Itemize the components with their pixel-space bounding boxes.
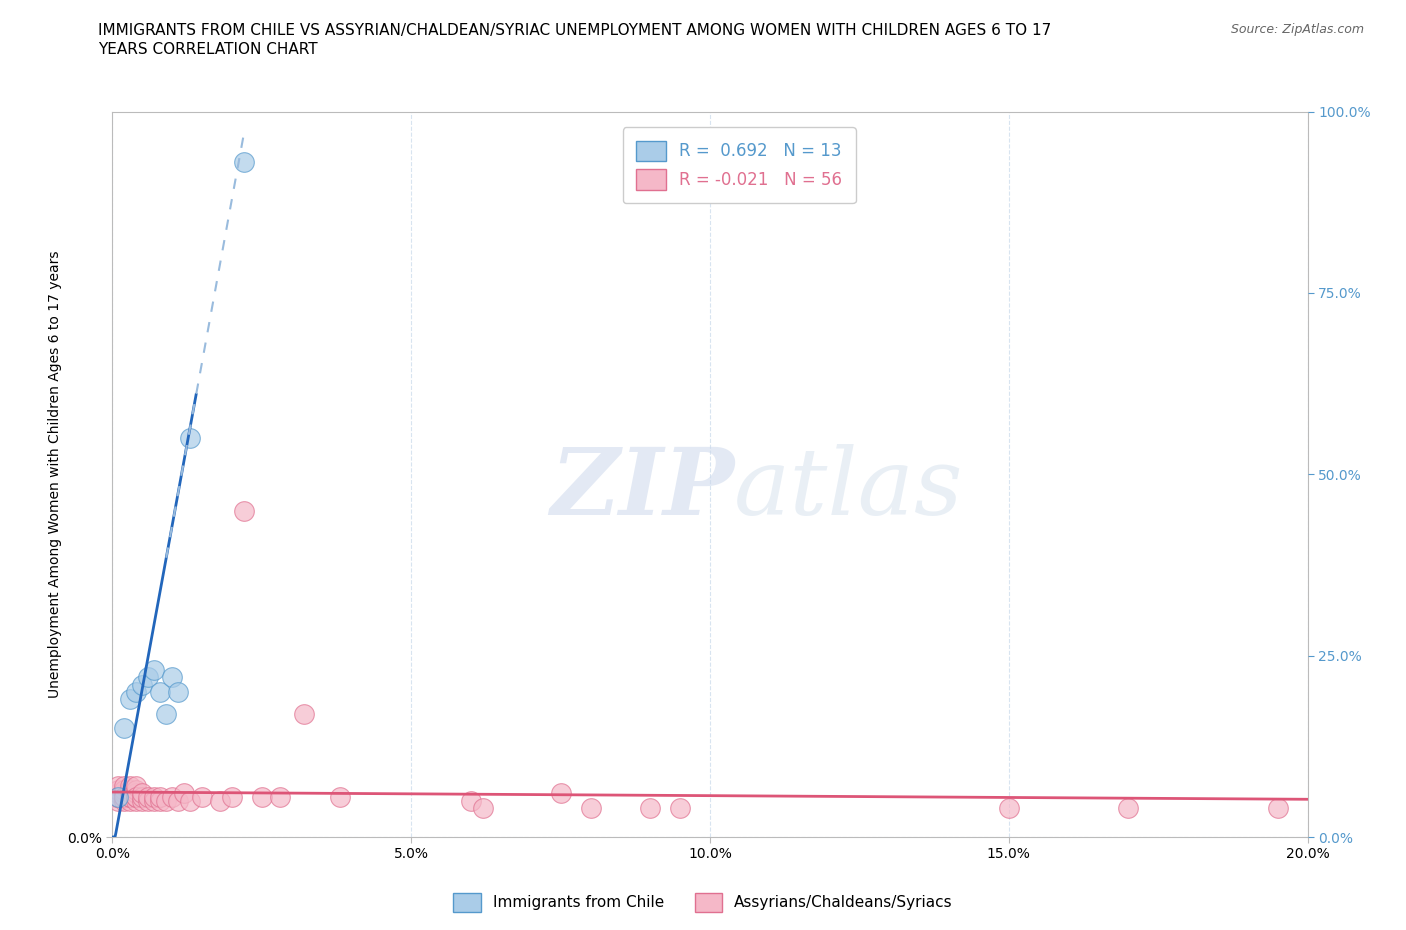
Text: IMMIGRANTS FROM CHILE VS ASSYRIAN/CHALDEAN/SYRIAC UNEMPLOYMENT AMONG WOMEN WITH : IMMIGRANTS FROM CHILE VS ASSYRIAN/CHALDE… bbox=[98, 23, 1052, 38]
Point bbox=[209, 793, 232, 808]
Legend: R =  0.692   N = 13, R = -0.021   N = 56: R = 0.692 N = 13, R = -0.021 N = 56 bbox=[623, 127, 856, 203]
Point bbox=[472, 801, 495, 816]
Point bbox=[114, 782, 135, 797]
Point bbox=[173, 786, 195, 801]
Point bbox=[1118, 801, 1140, 816]
Point bbox=[143, 790, 166, 804]
Point bbox=[120, 778, 142, 793]
Point bbox=[120, 786, 142, 801]
Point bbox=[107, 793, 129, 808]
Text: YEARS CORRELATION CHART: YEARS CORRELATION CHART bbox=[98, 42, 318, 57]
Point bbox=[143, 663, 166, 678]
Point bbox=[138, 790, 160, 804]
Point bbox=[155, 793, 177, 808]
Point bbox=[138, 793, 160, 808]
Point bbox=[162, 670, 183, 684]
Point bbox=[131, 793, 153, 808]
Point bbox=[640, 801, 662, 816]
Point bbox=[138, 670, 160, 684]
Point bbox=[114, 790, 135, 804]
Point bbox=[155, 706, 177, 721]
Point bbox=[125, 786, 148, 801]
Point bbox=[125, 790, 148, 804]
Point bbox=[292, 706, 315, 721]
Point bbox=[179, 793, 201, 808]
Point bbox=[125, 782, 148, 797]
Point bbox=[233, 503, 256, 518]
Point bbox=[120, 790, 142, 804]
Point bbox=[579, 801, 602, 816]
Point bbox=[1267, 801, 1289, 816]
Text: atlas: atlas bbox=[734, 444, 963, 534]
Point bbox=[107, 790, 129, 804]
Y-axis label: Unemployment Among Women with Children Ages 6 to 17 years: Unemployment Among Women with Children A… bbox=[48, 250, 62, 698]
Point bbox=[143, 793, 166, 808]
Point bbox=[107, 790, 129, 804]
Point bbox=[114, 721, 135, 736]
Point bbox=[120, 782, 142, 797]
Point bbox=[125, 684, 148, 699]
Point bbox=[179, 431, 201, 445]
Point bbox=[191, 790, 214, 804]
Point bbox=[669, 801, 692, 816]
Point bbox=[329, 790, 352, 804]
Point bbox=[107, 790, 129, 804]
Legend: Immigrants from Chile, Assyrians/Chaldeans/Syriacs: Immigrants from Chile, Assyrians/Chaldea… bbox=[447, 887, 959, 918]
Point bbox=[149, 684, 172, 699]
Point bbox=[269, 790, 291, 804]
Point bbox=[114, 786, 135, 801]
Point bbox=[149, 790, 172, 804]
Point bbox=[167, 684, 190, 699]
Text: ZIP: ZIP bbox=[550, 444, 734, 534]
Point bbox=[250, 790, 273, 804]
Point bbox=[114, 790, 135, 804]
Point bbox=[233, 155, 256, 170]
Point bbox=[460, 793, 482, 808]
Point bbox=[131, 677, 153, 692]
Point bbox=[120, 790, 142, 804]
Point bbox=[120, 692, 142, 707]
Point bbox=[114, 793, 135, 808]
Point bbox=[104, 790, 127, 804]
Point bbox=[120, 793, 142, 808]
Point bbox=[125, 793, 148, 808]
Text: Source: ZipAtlas.com: Source: ZipAtlas.com bbox=[1230, 23, 1364, 36]
Point bbox=[125, 790, 148, 804]
Point bbox=[131, 786, 153, 801]
Point bbox=[114, 778, 135, 793]
Point bbox=[221, 790, 243, 804]
Point bbox=[107, 786, 129, 801]
Point bbox=[149, 793, 172, 808]
Point bbox=[125, 778, 148, 793]
Point bbox=[998, 801, 1021, 816]
Point bbox=[131, 790, 153, 804]
Point bbox=[107, 778, 129, 793]
Point bbox=[107, 782, 129, 797]
Point bbox=[167, 793, 190, 808]
Point bbox=[550, 786, 572, 801]
Point bbox=[162, 790, 183, 804]
